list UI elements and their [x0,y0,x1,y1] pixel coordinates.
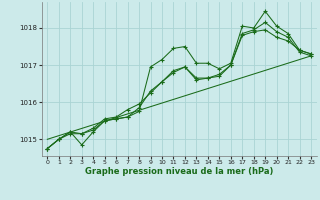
X-axis label: Graphe pression niveau de la mer (hPa): Graphe pression niveau de la mer (hPa) [85,167,273,176]
